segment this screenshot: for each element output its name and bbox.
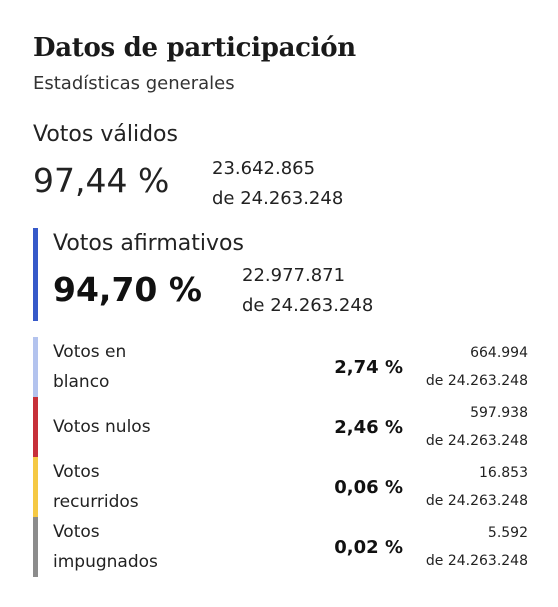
appealed-votes-row: Votos recurridos 0,06 % 16.853 de 24.263… [33, 457, 533, 517]
challenged-votes-row: Votos impugnados 0,02 % 5.592 de 24.263.… [33, 517, 533, 577]
appealed-votes-count: 16.853 [479, 465, 528, 481]
appealed-votes-percent: 0,06 % [334, 476, 403, 498]
blank-votes-total: de 24.263.248 [425, 373, 528, 389]
affirmative-votes-count-block: 22.977.871 de 24.263.248 [242, 261, 373, 321]
null-votes-count-block: 597.938 de 24.263.248 [426, 399, 528, 455]
blank-votes-percent: 2,74 % [334, 356, 403, 378]
valid-votes-percent: 97,44 % [33, 161, 170, 200]
blank-votes-row: Votos en blanco 2,74 % 664.994 de 24.263… [33, 337, 533, 397]
blank-votes-label: Votos en blanco [53, 342, 127, 392]
page-subtitle: Estadísticas generales [33, 73, 235, 94]
null-votes-count: 597.938 [470, 405, 528, 421]
valid-votes-total: de 24.263.248 [212, 188, 344, 209]
affirmative-votes-total: de 24.263.248 [242, 295, 374, 316]
null-votes-label: Votos nulos [53, 417, 151, 437]
challenged-votes-count-block: 5.592 de 24.263.248 [426, 519, 528, 575]
appealed-votes-label: Votos recurridos [53, 462, 139, 512]
appealed-votes-total: de 24.263.248 [425, 493, 528, 509]
challenged-votes-percent: 0,02 % [334, 536, 403, 558]
affirmative-votes-percent: 94,70 % [53, 270, 202, 309]
appealed-votes-color-bar [33, 457, 38, 517]
blank-votes-color-bar [33, 337, 38, 397]
affirmative-votes-count: 22.977.871 [242, 265, 346, 286]
valid-votes-count: 23.642.865 [212, 158, 316, 179]
valid-votes-label: Votos válidos [33, 122, 178, 147]
valid-votes-count-block: 23.642.865 de 24.263.248 [212, 154, 343, 214]
affirmative-votes-label: Votos afirmativos [53, 231, 244, 256]
challenged-votes-label: Votos impugnados [53, 522, 158, 572]
page-title: Datos de participación [33, 33, 356, 63]
challenged-votes-count: 5.592 [487, 525, 528, 541]
blank-votes-count-block: 664.994 de 24.263.248 [426, 339, 528, 395]
appealed-votes-count-block: 16.853 de 24.263.248 [426, 459, 528, 515]
blank-votes-count: 664.994 [470, 345, 528, 361]
challenged-votes-color-bar [33, 517, 38, 577]
challenged-votes-total: de 24.263.248 [425, 553, 528, 569]
null-votes-row: Votos nulos 2,46 % 597.938 de 24.263.248 [33, 397, 533, 457]
null-votes-percent: 2,46 % [334, 416, 403, 438]
null-votes-total: de 24.263.248 [425, 433, 528, 449]
affirmative-color-bar [33, 228, 38, 321]
null-votes-color-bar [33, 397, 38, 457]
